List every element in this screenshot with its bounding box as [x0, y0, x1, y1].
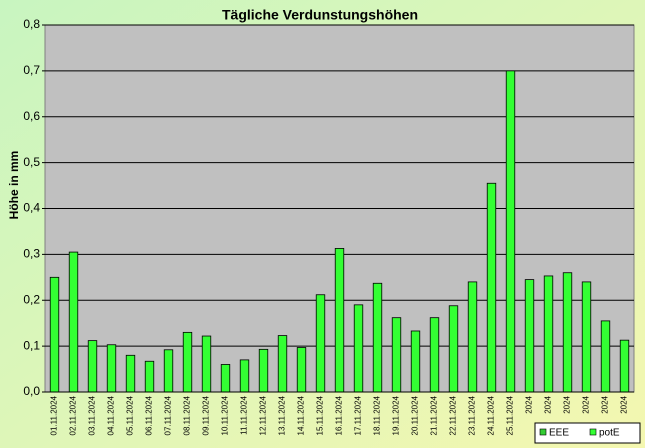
bar: [182, 331, 193, 393]
bar: [125, 354, 136, 393]
x-tick-label: 12.11.2024: [259, 395, 268, 435]
legend-marker: [589, 428, 597, 436]
y-tick-label: 0,5: [23, 155, 40, 169]
x-tick-label: 2024: [525, 395, 534, 413]
bar: [486, 182, 497, 393]
y-tick-label: 0,0: [23, 384, 40, 398]
legend-label: potE: [599, 428, 620, 439]
y-tick-label: 0,4: [23, 201, 40, 215]
x-tick-label: 21.11.2024: [430, 395, 439, 435]
y-tick-label: 0,7: [23, 63, 40, 77]
x-tick-label: 19.11.2024: [392, 395, 401, 435]
y-axis-label: Höhe in mm: [7, 151, 21, 220]
bar: [239, 359, 250, 393]
legend-label: EEE: [549, 428, 569, 439]
bar: [258, 348, 269, 393]
bar: [144, 360, 155, 393]
bar: [220, 364, 231, 393]
bar: [277, 335, 288, 393]
bar: [372, 282, 383, 393]
x-tick-label: 08.11.2024: [183, 395, 192, 435]
y-tick-label: 0,3: [23, 247, 40, 261]
x-tick-label: 17.11.2024: [354, 395, 363, 435]
y-tick-label: 0,2: [23, 292, 40, 306]
bar: [201, 335, 212, 393]
bar: [106, 344, 117, 393]
legend-marker: [539, 428, 547, 436]
x-tick-label: 24.11.2024: [487, 395, 496, 435]
x-tick-label: 16.11.2024: [335, 395, 344, 435]
bar: [353, 304, 364, 393]
x-tick-label: 03.11.2024: [88, 395, 97, 435]
y-tick-label: 0,6: [23, 109, 40, 123]
bar: [600, 320, 611, 393]
x-tick-label: 09.11.2024: [202, 395, 211, 435]
bar: [334, 248, 345, 393]
x-tick-label: 05.11.2024: [126, 395, 135, 435]
x-tick-label: 23.11.2024: [468, 395, 477, 435]
bar: [524, 279, 535, 393]
x-tick-label: 2024: [620, 395, 629, 413]
bar: [562, 272, 573, 393]
x-tick-label: 11.11.2024: [240, 395, 249, 434]
y-tick-label: 0,1: [23, 338, 40, 352]
bar: [49, 276, 60, 393]
bar: [68, 251, 79, 393]
x-tick-label: 2024: [544, 395, 553, 413]
x-tick-label: 13.11.2024: [278, 395, 287, 435]
bar: [315, 294, 326, 393]
bar: [87, 340, 98, 393]
bar: [467, 281, 478, 393]
x-tick-label: 01.11.2024: [50, 395, 59, 435]
bar: [163, 349, 174, 393]
x-tick-label: 14.11.2024: [297, 395, 306, 435]
bar: [505, 70, 516, 393]
bar: [296, 347, 307, 393]
chart-title: Tägliche Verdunstungshöhen: [222, 7, 418, 23]
x-tick-label: 25.11.2024: [506, 395, 515, 435]
x-tick-label: 15.11.2024: [316, 395, 325, 435]
x-tick-label: 04.11.2024: [107, 395, 116, 435]
x-tick-label: 10.11.2024: [221, 395, 230, 435]
x-tick-label: 2024: [563, 395, 572, 413]
x-tick-label: 20.11.2024: [411, 395, 420, 435]
y-tick-label: 0,8: [23, 17, 40, 31]
x-tick-label: 2024: [601, 395, 610, 413]
x-tick-label: 02.11.2024: [69, 395, 78, 435]
bar: [410, 330, 421, 393]
x-tick-label: 2024: [582, 395, 591, 413]
bar: [391, 317, 402, 393]
bar: [543, 275, 554, 393]
bar: [429, 317, 440, 393]
x-tick-label: 18.11.2024: [373, 395, 382, 435]
legend: [534, 422, 641, 444]
x-tick-label: 22.11.2024: [449, 395, 458, 435]
bar: [619, 339, 630, 393]
bar: [448, 305, 459, 393]
bar: [581, 281, 592, 393]
x-tick-label: 07.11.2024: [164, 395, 173, 435]
x-tick-label: 06.11.2024: [145, 395, 154, 435]
